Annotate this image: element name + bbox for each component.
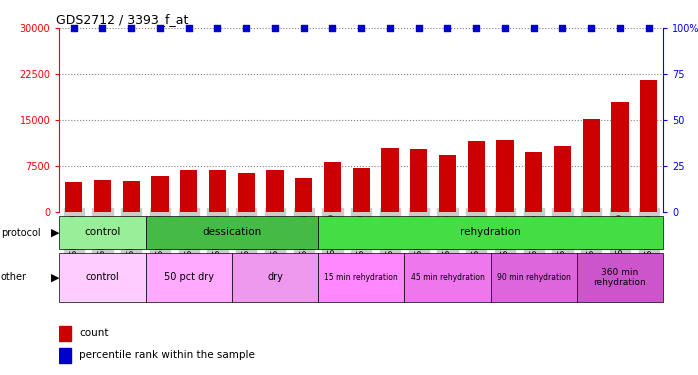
Bar (640, 80, 658, 212)
Bar (352, 168, 370, 212)
Text: 45 min rehydration: 45 min rehydration (410, 273, 484, 282)
Bar (525, 152, 542, 212)
Text: ▶: ▶ (51, 228, 59, 237)
Bar (146, 253, 232, 302)
Point (97, 25, 108, 31)
Text: 15 min rehydration: 15 min rehydration (325, 273, 398, 282)
Bar (237, 173, 255, 212)
Bar (381, 148, 399, 212)
Bar (123, 181, 140, 212)
Text: 50 pct dry: 50 pct dry (164, 273, 214, 282)
Text: dessication: dessication (202, 228, 262, 237)
Bar (439, 155, 456, 212)
Text: dry: dry (267, 273, 283, 282)
Text: control: control (86, 273, 119, 282)
Point (614, 25, 625, 31)
Bar (496, 140, 514, 212)
Point (528, 25, 540, 31)
Point (586, 25, 597, 31)
Bar (180, 170, 198, 212)
Bar (267, 170, 283, 212)
Bar (59, 216, 146, 249)
Text: ▶: ▶ (51, 273, 59, 282)
Text: percentile rank within the sample: percentile rank within the sample (79, 350, 255, 360)
Point (385, 25, 396, 31)
Bar (404, 253, 491, 302)
Point (643, 25, 654, 31)
Point (126, 25, 137, 31)
Bar (146, 216, 318, 249)
Bar (611, 102, 629, 212)
Bar (577, 253, 663, 302)
Point (499, 25, 510, 31)
Point (212, 25, 223, 31)
Point (241, 25, 252, 31)
Bar (491, 253, 577, 302)
Bar (295, 178, 312, 212)
Bar (583, 119, 600, 212)
Bar (410, 149, 427, 212)
Text: 360 min
rehydration: 360 min rehydration (593, 268, 646, 287)
Bar (94, 180, 111, 212)
Bar (318, 253, 404, 302)
Point (557, 25, 568, 31)
Point (154, 25, 165, 31)
Bar (554, 146, 571, 212)
Bar (318, 216, 663, 249)
Point (413, 25, 424, 31)
Bar (59, 348, 71, 363)
Point (327, 25, 338, 31)
Point (183, 25, 194, 31)
Text: rehydration: rehydration (460, 228, 521, 237)
Bar (468, 141, 485, 212)
Text: count: count (79, 328, 108, 338)
Point (442, 25, 453, 31)
Text: other: other (1, 273, 27, 282)
Text: 90 min rehydration: 90 min rehydration (497, 273, 571, 282)
Text: control: control (84, 228, 121, 237)
Bar (59, 253, 146, 302)
Bar (324, 162, 341, 212)
Bar (59, 326, 71, 340)
Text: GDS2712 / 3393_f_at: GDS2712 / 3393_f_at (57, 13, 188, 26)
Point (68, 25, 80, 31)
Point (355, 25, 367, 31)
Point (298, 25, 309, 31)
Bar (151, 176, 169, 212)
Bar (65, 183, 82, 212)
Point (269, 25, 281, 31)
Text: protocol: protocol (1, 228, 40, 237)
Bar (232, 253, 318, 302)
Point (470, 25, 482, 31)
Bar (209, 170, 226, 212)
